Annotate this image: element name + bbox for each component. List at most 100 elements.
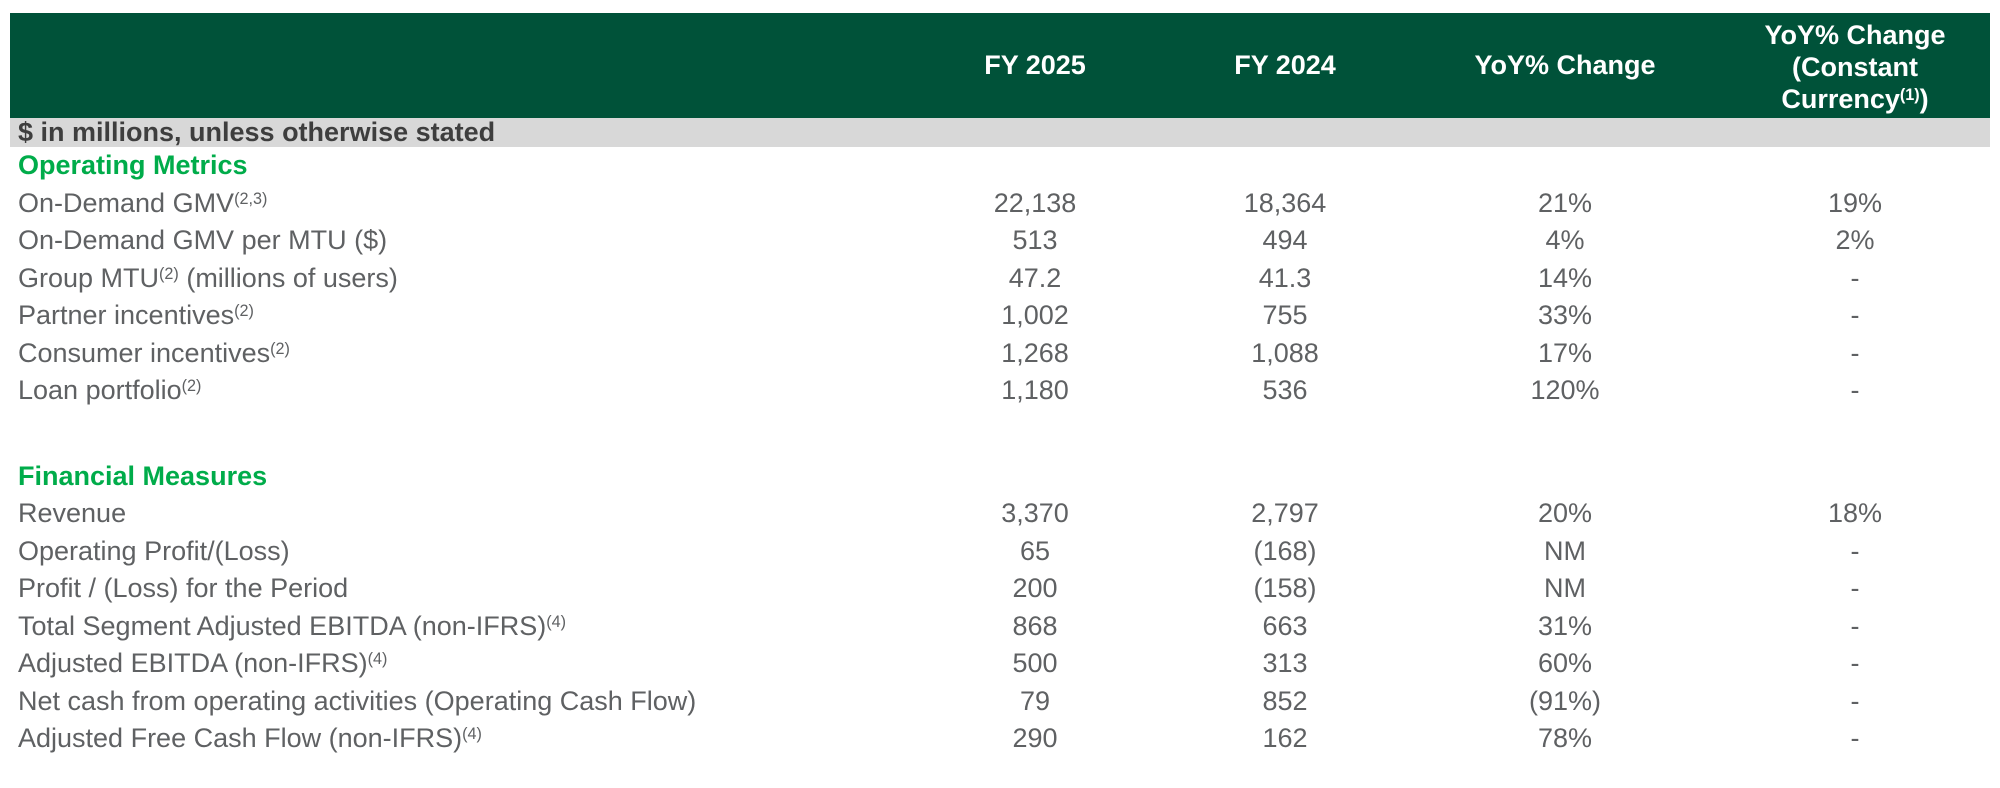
value-fy2024: 18,364 [1243, 187, 1327, 218]
table-row: Total Segment Adjusted EBITDA (non-IFRS)… [10, 608, 1990, 646]
value-yoy: 4% [1545, 225, 1585, 256]
metric-label: Operating Profit/(Loss) [18, 535, 290, 566]
table-row: On-Demand GMV per MTU ($) 513 494 4% 2% [10, 222, 1990, 260]
metric-label: Adjusted Free Cash Flow (non-IFRS)(4) [18, 723, 482, 754]
footnote-marker: (1) [1899, 85, 1920, 104]
table-row: Revenue 3,370 2,797 20% 18% [10, 495, 1990, 533]
value-yoy: 17% [1537, 337, 1593, 368]
value-yoy: NM [1544, 535, 1586, 566]
value-fy2025: 1,268 [1001, 337, 1069, 368]
table-body: Operating Metrics On-Demand GMV(2,3) 22,13… [10, 147, 1990, 758]
footnote-marker: (4) [546, 612, 567, 631]
section-spacer [10, 410, 1990, 458]
value-fy2025: 513 [1012, 225, 1058, 256]
header-col-yoy-cc: YoY% Change (Constant Currency(1)) [1720, 13, 1990, 115]
metric-label: Consumer incentives(2) [18, 337, 290, 368]
value-yoy-cc: 19% [1827, 187, 1883, 218]
value-yoy: 21% [1537, 187, 1593, 218]
table-row: Operating Profit/(Loss) 65 (168) NM - [10, 533, 1990, 571]
metric-label: Net cash from operating activities (Oper… [18, 685, 697, 716]
footnote-marker: (2,3) [234, 189, 268, 208]
value-yoy-cc: - [1850, 300, 1860, 331]
footnote-marker: (2) [234, 302, 254, 321]
footnote-marker: (4) [462, 725, 482, 744]
value-fy2025: 868 [1012, 610, 1058, 641]
table-header-row: FY 2025 FY 2024 YoY% Change YoY% Change(… [10, 13, 1990, 118]
value-yoy: (91%) [1528, 685, 1602, 716]
value-fy2024: 852 [1262, 685, 1308, 716]
unit-note-text: $ in millions, unless otherwise stated [18, 117, 496, 147]
metric-label: Profit / (Loss) for the Period [18, 573, 349, 604]
header-col-fy2024: FY 2024 [1234, 50, 1336, 80]
value-yoy-cc: - [1850, 610, 1860, 641]
value-fy2025: 47.2 [1008, 262, 1062, 293]
table-row: On-Demand GMV(2,3) 22,138 18,364 21% 19% [10, 185, 1990, 223]
value-yoy-cc: 18% [1827, 498, 1883, 529]
header-col-yoy-cc-line: YoY% Change [1764, 20, 1946, 50]
value-fy2024: 755 [1262, 300, 1308, 331]
metric-label: Total Segment Adjusted EBITDA (non-IFRS)… [18, 610, 567, 641]
unit-note-band: $ in millions, unless otherwise stated [10, 117, 1990, 147]
metric-label: Loan portfolio(2) [18, 375, 202, 406]
value-yoy: 120% [1530, 375, 1600, 406]
value-yoy: NM [1544, 573, 1586, 604]
value-yoy: 14% [1537, 262, 1593, 293]
metric-label: On-Demand GMV per MTU ($) [18, 225, 388, 256]
header-col-fy2025: FY 2025 [984, 50, 1086, 80]
value-fy2024: 536 [1262, 375, 1308, 406]
value-yoy-cc: - [1850, 648, 1860, 679]
table-row: Adjusted Free Cash Flow (non-IFRS)(4) 290… [10, 720, 1990, 758]
value-fy2024: 1,088 [1251, 337, 1319, 368]
value-fy2024: 313 [1262, 648, 1308, 679]
table-row: Adjusted EBITDA (non-IFRS)(4) 500 313 60% - [10, 645, 1990, 683]
value-yoy: 20% [1537, 498, 1593, 529]
value-fy2025: 500 [1012, 648, 1058, 679]
value-yoy-cc: - [1850, 573, 1860, 604]
value-yoy-cc: - [1850, 375, 1860, 406]
footnote-marker: (2) [181, 377, 202, 396]
value-fy2024: 41.3 [1258, 262, 1312, 293]
value-fy2025: 79 [1019, 685, 1051, 716]
table-row: Profit / (Loss) for the Period 200 (158) NM… [10, 570, 1990, 608]
table-row: Consumer incentives(2) 1,268 1,088 17% - [10, 335, 1990, 373]
financial-results-table: FY 2025 FY 2024 YoY% Change YoY% Change(… [10, 13, 1990, 758]
value-yoy-cc: - [1850, 723, 1860, 754]
value-yoy-cc: 2% [1835, 225, 1875, 256]
value-fy2024: 2,797 [1251, 498, 1319, 529]
header-col-yoy: YoY% Change [1474, 50, 1656, 80]
metric-label: Partner incentives(2) [18, 300, 254, 331]
value-yoy-cc: - [1850, 685, 1860, 716]
value-yoy: 60% [1537, 648, 1593, 679]
metric-label: Revenue [18, 498, 127, 529]
metric-label: On-Demand GMV(2,3) [18, 187, 268, 218]
value-fy2025: 3,370 [1001, 498, 1069, 529]
footnote-marker: (4) [367, 650, 388, 669]
value-fy2025: 65 [1019, 535, 1051, 566]
metric-label: Group MTU(2) (millions of users) [18, 262, 398, 293]
table-row: Net cash from operating activities (Oper… [10, 683, 1990, 721]
value-yoy: 78% [1537, 723, 1593, 754]
table-row: Loan portfolio(2) 1,180 536 120% - [10, 372, 1990, 410]
value-fy2024: 494 [1262, 225, 1308, 256]
header-col-yoy-cc-line: Currency(1)) [1781, 84, 1929, 114]
table-row: Group MTU(2) (millions of users) 47.2 41.3… [10, 260, 1990, 298]
value-fy2024: (168) [1253, 535, 1317, 566]
value-yoy-cc: - [1850, 262, 1860, 293]
section-title: Operating Metrics [18, 150, 248, 181]
footnote-marker: (2) [270, 339, 290, 358]
value-fy2025: 1,002 [1001, 300, 1069, 331]
value-fy2025: 200 [1012, 573, 1058, 604]
value-yoy: 33% [1537, 300, 1593, 331]
value-fy2024: (158) [1253, 573, 1317, 604]
section-title: Financial Measures [18, 460, 268, 491]
value-yoy-cc: - [1850, 535, 1860, 566]
metric-label: Adjusted EBITDA (non-IFRS)(4) [18, 648, 388, 679]
value-fy2024: 162 [1262, 723, 1308, 754]
value-yoy: 31% [1537, 610, 1593, 641]
value-fy2025: 1,180 [1001, 375, 1069, 406]
footnote-marker: (2) [159, 264, 179, 283]
value-yoy-cc: - [1850, 337, 1860, 368]
value-fy2024: 663 [1262, 610, 1308, 641]
header-col-yoy-cc-line: (Constant [1792, 52, 1918, 82]
